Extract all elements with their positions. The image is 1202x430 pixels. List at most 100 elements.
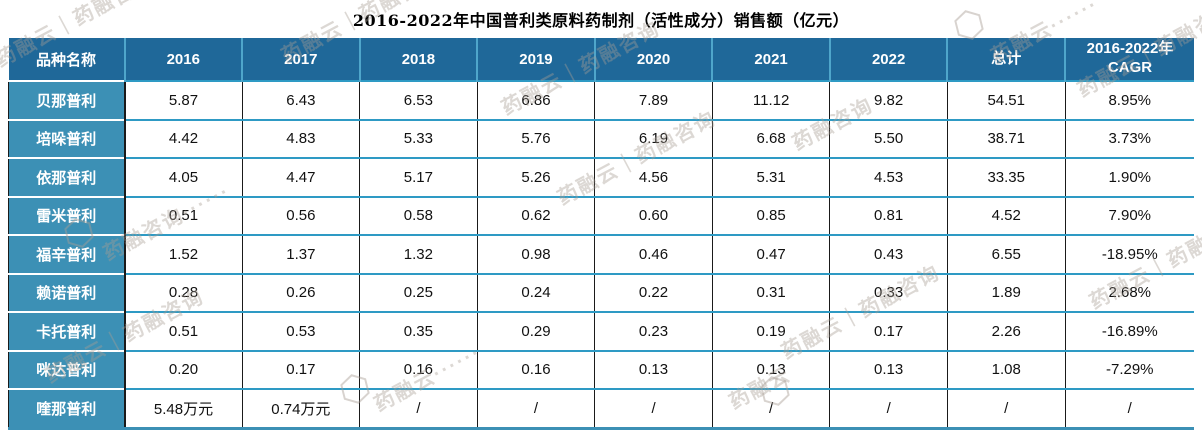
header-cagr-line1: 2016-2022年 (1086, 40, 1174, 58)
row-label-cell: 雷米普利 (8, 195, 126, 235)
row-label-cell: 依那普利 (8, 157, 126, 197)
data-cell: 0.53 (241, 311, 360, 351)
header-year-cell: 2019 (476, 38, 595, 81)
data-cell: 1.89 (946, 272, 1065, 312)
data-cell: 0.16 (476, 349, 595, 389)
data-cell: 0.22 (594, 272, 713, 312)
data-cell: 0.13 (829, 349, 948, 389)
data-cell: 4.05 (124, 157, 243, 197)
data-cell: 6.53 (359, 80, 478, 120)
data-cell: 1.32 (359, 234, 478, 274)
row-label-cell: 福辛普利 (8, 234, 126, 274)
data-cell: 4.83 (241, 118, 360, 158)
row-label-cell: 咪达普利 (8, 349, 126, 389)
table-body: 贝那普利 5.87 6.43 6.53 6.86 7.89 11.12 9.82 54.51 8.… (8, 80, 1194, 428)
data-cell: 5.76 (476, 118, 595, 158)
data-cell: 6.68 (711, 118, 830, 158)
data-cell: 0.56 (241, 195, 360, 235)
header-year-cell: 2016 (123, 38, 243, 81)
data-cell: 0.35 (359, 311, 478, 351)
table-row: 卡托普利 0.51 0.53 0.35 0.29 0.23 0.19 0.17 2.26 -16.… (8, 311, 1194, 351)
header-year-cell: 2017 (241, 38, 360, 81)
data-cell: 2.26 (946, 311, 1065, 351)
data-cell: / (594, 388, 713, 428)
data-cell: 4.56 (594, 157, 713, 197)
data-cell: 0.17 (241, 349, 360, 389)
data-cell: 5.50 (829, 118, 948, 158)
data-cell: -18.95% (1064, 234, 1194, 274)
data-cell: / (476, 388, 595, 428)
header-cagr-line2: CAGR (1107, 59, 1153, 76)
header-year-cell: 2021 (711, 38, 830, 81)
data-cell: 6.86 (476, 80, 595, 120)
data-cell: / (829, 388, 948, 428)
data-cell: 1.90% (1064, 157, 1194, 197)
data-cell: 0.20 (124, 349, 243, 389)
header-year-cell: 2020 (593, 38, 713, 81)
data-cell: 0.47 (711, 234, 830, 274)
data-cell: 9.82 (829, 80, 948, 120)
data-cell: 3.73% (1064, 118, 1194, 158)
data-cell: 0.51 (124, 311, 243, 351)
data-cell: 0.74万元 (241, 388, 360, 428)
data-cell: 0.62 (476, 195, 595, 235)
data-cell: 38.71 (946, 118, 1065, 158)
data-cell: / (711, 388, 830, 428)
table-row: 喹那普利 5.48万元 0.74万元 / / / / / / / (8, 388, 1194, 428)
header-total: 总计 (946, 38, 1065, 81)
table-row: 雷米普利 0.51 0.56 0.58 0.62 0.60 0.85 0.81 4.52 7.90… (8, 195, 1194, 235)
row-label-cell: 贝那普利 (8, 80, 126, 120)
data-cell: 6.43 (241, 80, 360, 120)
data-cell: 5.87 (124, 80, 243, 120)
data-cell: 7.89 (594, 80, 713, 120)
sales-table-container: 品种名称 2016 2017 2018 2019 2020 2021 2022 总计 2016… (8, 38, 1194, 430)
data-cell: 33.35 (946, 157, 1065, 197)
data-cell: 1.37 (241, 234, 360, 274)
data-cell: 4.42 (124, 118, 243, 158)
data-cell: 0.19 (711, 311, 830, 351)
data-cell: 4.52 (946, 195, 1065, 235)
data-cell: 8.95% (1064, 80, 1194, 120)
data-cell: 5.33 (359, 118, 478, 158)
data-cell: 6.55 (946, 234, 1065, 274)
header-row: 品种名称 2016 2017 2018 2019 2020 2021 2022 总计 2016… (8, 38, 1194, 81)
data-cell: 0.23 (594, 311, 713, 351)
data-cell: 0.26 (241, 272, 360, 312)
data-cell: 54.51 (946, 80, 1065, 120)
row-label-cell: 培哚普利 (8, 118, 126, 158)
data-cell: -16.89% (1064, 311, 1194, 351)
row-label-cell: 喹那普利 (8, 388, 126, 428)
data-cell: 4.53 (829, 157, 948, 197)
page-title: 2016-2022年中国普利类原料药制剂（活性成分）销售额（亿元） (352, 11, 850, 30)
data-cell: 6.19 (594, 118, 713, 158)
data-cell: 5.17 (359, 157, 478, 197)
table-row: 依那普利 4.05 4.47 5.17 5.26 4.56 5.31 4.53 33.35 1.9… (8, 157, 1194, 197)
data-cell: 11.12 (711, 80, 830, 120)
data-cell: 0.98 (476, 234, 595, 274)
data-cell: 0.60 (594, 195, 713, 235)
data-cell: 5.26 (476, 157, 595, 197)
sales-table: 品种名称 2016 2017 2018 2019 2020 2021 2022 总计 2016… (8, 38, 1194, 430)
row-label-cell: 卡托普利 (8, 311, 126, 351)
data-cell: 0.16 (359, 349, 478, 389)
data-cell: 0.28 (124, 272, 243, 312)
data-cell: 5.31 (711, 157, 830, 197)
data-cell: / (1064, 388, 1194, 428)
data-cell: 0.13 (711, 349, 830, 389)
table-row: 贝那普利 5.87 6.43 6.53 6.86 7.89 11.12 9.82 54.51 8.… (8, 80, 1194, 120)
data-cell: 2.68% (1064, 272, 1194, 312)
data-cell: / (359, 388, 478, 428)
row-label-cell: 赖诺普利 (8, 272, 126, 312)
header-cagr: 2016-2022年 CAGR (1064, 38, 1194, 81)
header-year-cell: 2022 (828, 38, 948, 81)
data-cell: 1.52 (124, 234, 243, 274)
data-cell: 0.85 (711, 195, 830, 235)
header-name-col: 品种名称 (8, 38, 125, 81)
data-cell: 0.46 (594, 234, 713, 274)
data-cell: 0.31 (711, 272, 830, 312)
data-cell: 0.25 (359, 272, 478, 312)
data-cell: 0.58 (359, 195, 478, 235)
data-cell: 4.47 (241, 157, 360, 197)
table-row: 培哚普利 4.42 4.83 5.33 5.76 6.19 6.68 5.50 38.71 3.7… (8, 118, 1194, 158)
data-cell: 0.13 (594, 349, 713, 389)
